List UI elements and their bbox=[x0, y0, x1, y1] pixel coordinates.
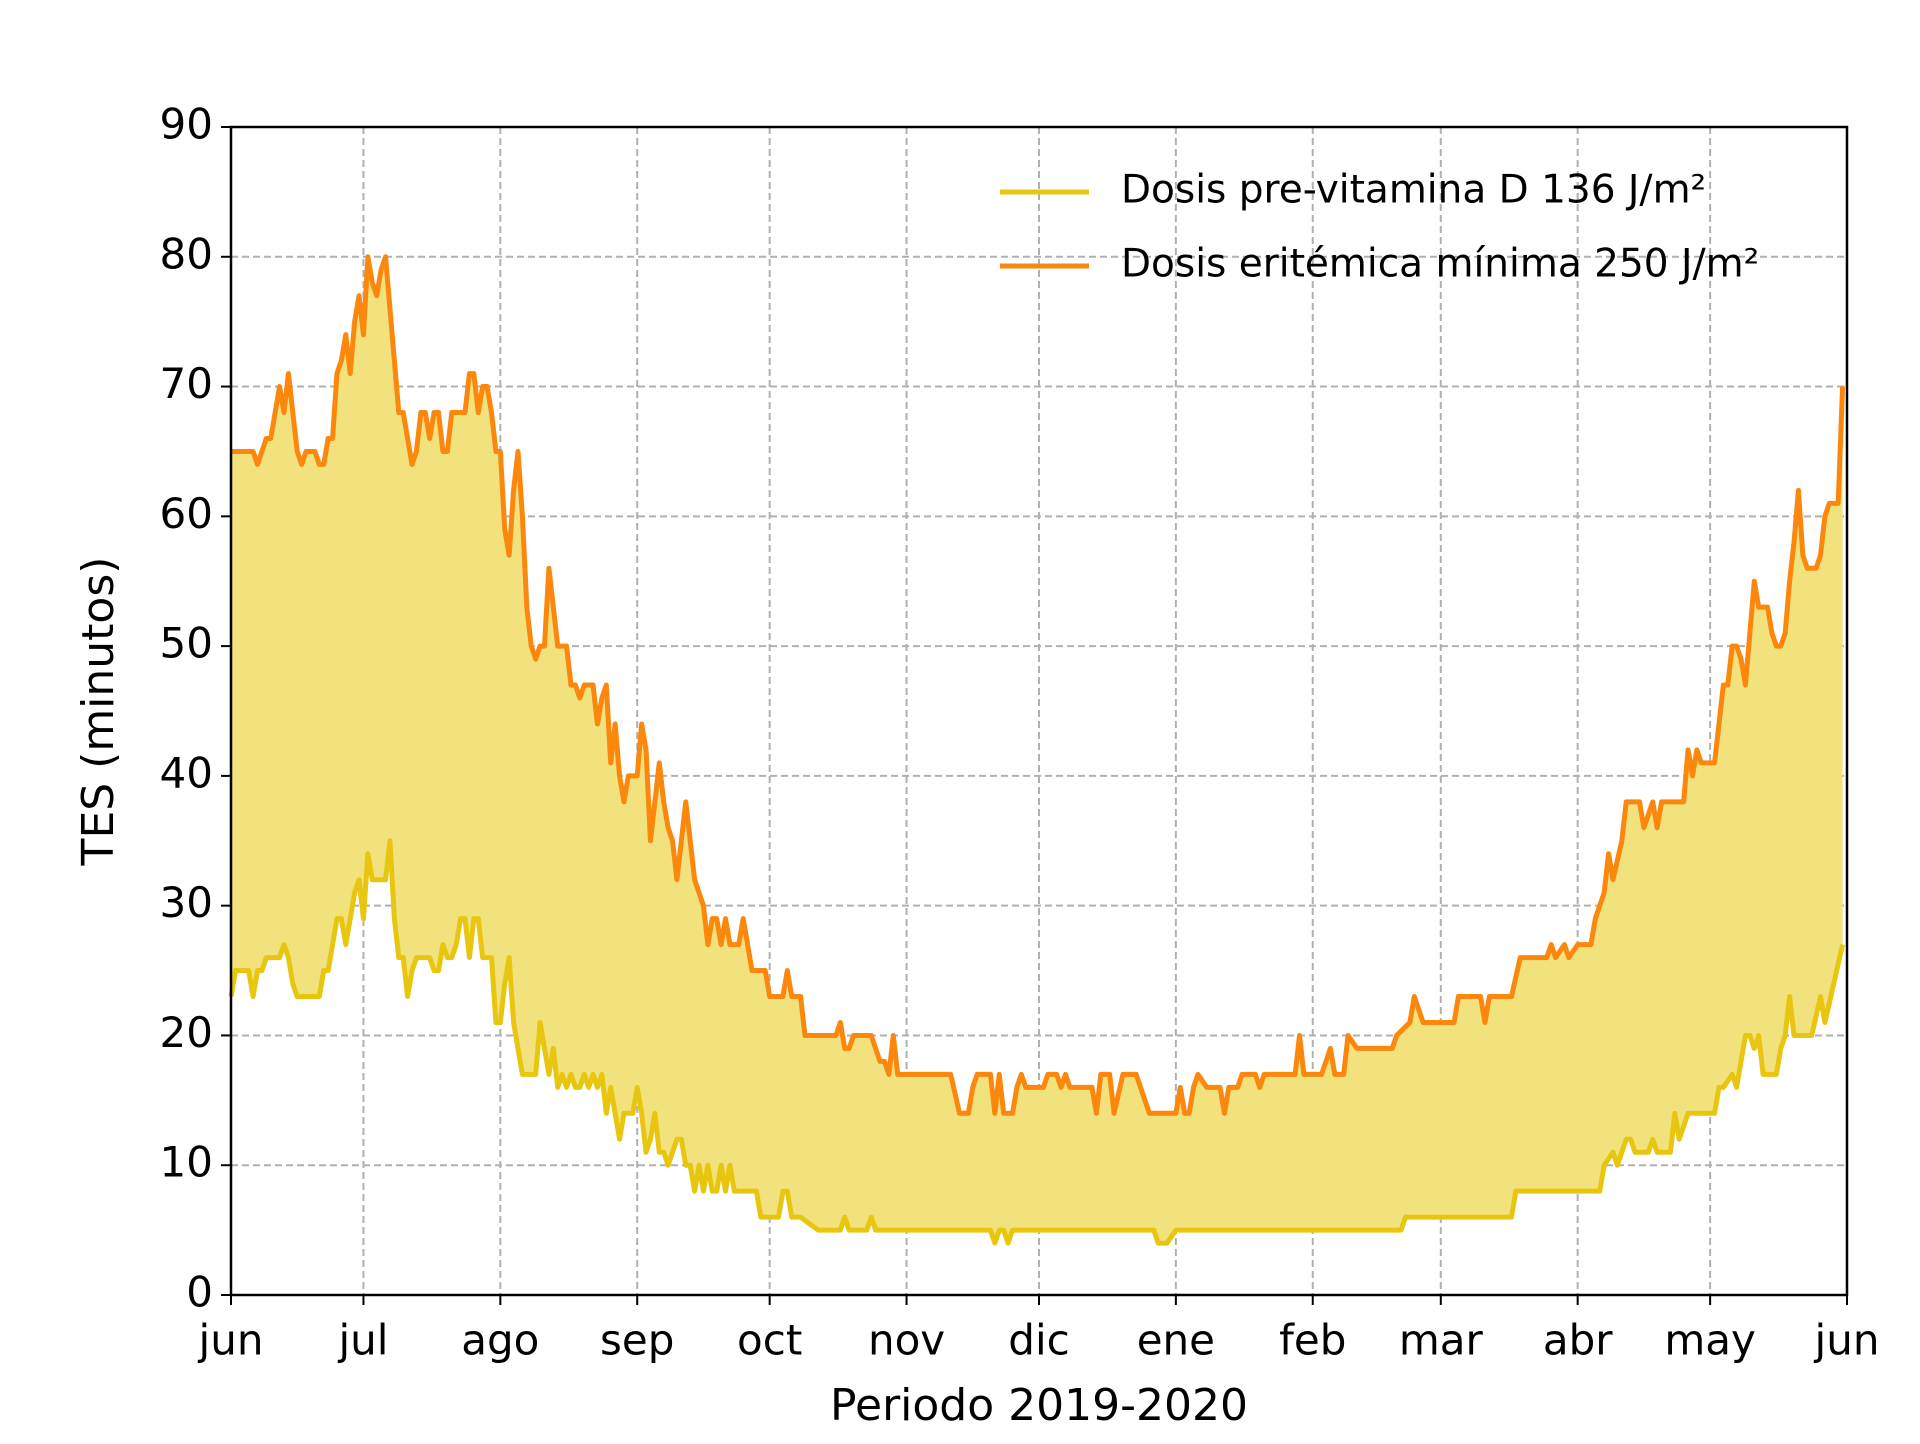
x-tick-label: ene bbox=[1137, 1316, 1215, 1365]
x-axis-label: Periodo 2019-2020 bbox=[830, 1380, 1248, 1431]
x-tick-label: ago bbox=[461, 1316, 539, 1365]
x-tick-label: may bbox=[1664, 1316, 1756, 1365]
y-tick-label: 60 bbox=[160, 489, 213, 538]
y-tick-label: 40 bbox=[160, 748, 213, 797]
x-tick-label: jun bbox=[198, 1316, 264, 1365]
y-tick-label: 30 bbox=[160, 878, 213, 927]
y-tick-label: 90 bbox=[160, 100, 213, 149]
y-axis-label: TES (minutos) bbox=[73, 557, 124, 867]
y-tick-label: 10 bbox=[160, 1138, 213, 1187]
x-tick-label: mar bbox=[1399, 1316, 1484, 1365]
series-line bbox=[228, 838, 1846, 1246]
y-tick-label: 80 bbox=[160, 229, 213, 278]
y-tick-label: 20 bbox=[160, 1008, 213, 1057]
y-tick-label: 0 bbox=[186, 1268, 213, 1317]
x-tick-label: feb bbox=[1279, 1316, 1346, 1365]
x-tick-label: jul bbox=[337, 1316, 388, 1365]
plot-area bbox=[228, 254, 1846, 1246]
x-tick-label: jun bbox=[1814, 1316, 1880, 1365]
fill-between bbox=[231, 256, 1843, 1244]
x-tick-label: nov bbox=[868, 1316, 945, 1365]
x-tick-label: sep bbox=[600, 1316, 674, 1365]
y-tick-label: 70 bbox=[160, 359, 213, 408]
x-tick-label: dic bbox=[1008, 1316, 1069, 1365]
plot-frame bbox=[229, 125, 1849, 1297]
y-tick-label: 50 bbox=[160, 619, 213, 668]
series-line bbox=[231, 254, 1846, 1116]
x-tick-label: oct bbox=[737, 1316, 802, 1365]
legend: Dosis pre-vitamina D 136 J/m² Dosis erité… bbox=[1000, 168, 1759, 287]
legend-label: Dosis pre-vitamina D 136 J/m² bbox=[1121, 168, 1706, 213]
x-tick-label: abr bbox=[1543, 1316, 1613, 1365]
legend-label: Dosis eritémica mínima 250 J/m² bbox=[1121, 242, 1759, 287]
